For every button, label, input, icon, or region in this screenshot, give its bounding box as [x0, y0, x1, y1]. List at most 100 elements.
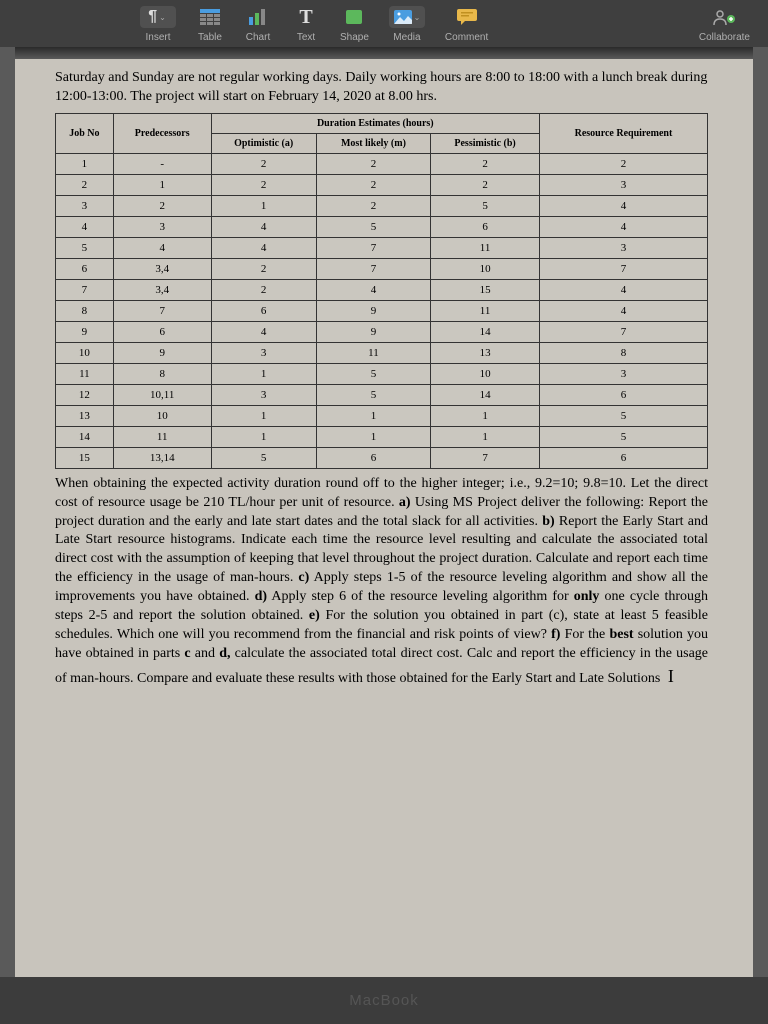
table-cell: 15 — [431, 279, 540, 300]
table-cell: 6 — [316, 447, 431, 468]
table-cell: 11 — [56, 363, 114, 384]
table-cell: 4 — [211, 237, 316, 258]
text-cursor: I — [668, 664, 674, 688]
table-cell: 11 — [431, 237, 540, 258]
table-row: 9649147 — [56, 321, 708, 342]
table-cell: 13 — [56, 405, 114, 426]
table-cell: 3 — [539, 174, 707, 195]
table-cell: 1 — [211, 426, 316, 447]
table-cell: 5 — [539, 405, 707, 426]
table-cell: 5 — [211, 447, 316, 468]
table-row: 1-2222 — [56, 153, 708, 174]
table-cell: 2 — [316, 174, 431, 195]
project-table: Job No Predecessors Duration Estimates (… — [55, 113, 708, 469]
comment-button[interactable]: Comment — [435, 6, 498, 43]
table-cell: 2 — [431, 174, 540, 195]
table-cell: 7 — [113, 300, 211, 321]
table-cell: 3 — [539, 237, 707, 258]
table-cell: 8 — [113, 363, 211, 384]
shape-button[interactable]: Shape — [330, 6, 379, 43]
table-cell: 1 — [431, 426, 540, 447]
table-cell: 1 — [211, 405, 316, 426]
th-res: Resource Requirement — [539, 113, 707, 153]
table-cell: 4 — [539, 279, 707, 300]
table-row: 13101115 — [56, 405, 708, 426]
table-cell: 7 — [316, 237, 431, 258]
table-row: 1513,145676 — [56, 447, 708, 468]
table-button[interactable]: Table — [186, 6, 234, 43]
media-button[interactable]: ⌄ Media — [379, 6, 435, 43]
table-row: 73,424154 — [56, 279, 708, 300]
table-cell: 1 — [56, 153, 114, 174]
table-cell: 2 — [56, 174, 114, 195]
table-row: 321254 — [56, 195, 708, 216]
toolbar-label: Media — [393, 32, 420, 43]
table-cell: 1 — [113, 174, 211, 195]
table-cell: 9 — [316, 321, 431, 342]
table-cell: 10,11 — [113, 384, 211, 405]
table-cell: 10 — [113, 405, 211, 426]
table-cell: 4 — [211, 321, 316, 342]
table-cell: 12 — [56, 384, 114, 405]
collaborate-button[interactable]: Collaborate — [691, 8, 758, 43]
chart-icon — [244, 6, 272, 28]
th-opt: Optimistic (a) — [211, 133, 316, 153]
th-pred: Predecessors — [113, 113, 211, 153]
table-cell: 3 — [211, 384, 316, 405]
table-cell: 5 — [539, 426, 707, 447]
table-cell: 8 — [539, 342, 707, 363]
table-cell: 2 — [539, 153, 707, 174]
table-cell: 7 — [56, 279, 114, 300]
toolbar-label: Comment — [445, 32, 488, 43]
table-row: 11815103 — [56, 363, 708, 384]
shadow — [15, 47, 753, 59]
toolbar-label: Text — [297, 32, 315, 43]
table-cell: 4 — [539, 216, 707, 237]
table-cell: 7 — [539, 258, 707, 279]
toolbar-left: ¶⌄ Insert Table Chart T Text Sha — [130, 6, 498, 43]
document-area: Saturday and Sunday are not regular work… — [15, 59, 753, 999]
chart-button[interactable]: Chart — [234, 6, 282, 43]
toolbar-label: Table — [198, 32, 222, 43]
table-cell: 6 — [56, 258, 114, 279]
table-cell: 9 — [56, 321, 114, 342]
insert-button[interactable]: ¶⌄ Insert — [130, 6, 186, 43]
table-cell: 11 — [113, 426, 211, 447]
pilcrow-icon: ¶⌄ — [140, 6, 176, 28]
table-cell: 4 — [211, 216, 316, 237]
toolbar: ¶⌄ Insert Table Chart T Text Sha — [0, 0, 768, 47]
table-cell: 7 — [539, 321, 707, 342]
th-most: Most likely (m) — [316, 133, 431, 153]
table-cell: 3,4 — [113, 258, 211, 279]
table-cell: 5 — [316, 363, 431, 384]
table-cell: 4 — [316, 279, 431, 300]
table-cell: 6 — [431, 216, 540, 237]
table-cell: 2 — [316, 195, 431, 216]
table-cell: 8 — [56, 300, 114, 321]
table-cell: 5 — [431, 195, 540, 216]
th-pess: Pessimistic (b) — [431, 133, 540, 153]
table-cell: 9 — [316, 300, 431, 321]
table-cell: 7 — [316, 258, 431, 279]
table-cell: 2 — [316, 153, 431, 174]
table-icon — [196, 6, 224, 28]
table-cell: 2 — [431, 153, 540, 174]
body-text: When obtaining the expected activity dur… — [55, 475, 708, 689]
table-cell: 6 — [539, 384, 707, 405]
table-cell: 1 — [211, 195, 316, 216]
table-cell: 2 — [113, 195, 211, 216]
th-job: Job No — [56, 113, 114, 153]
table-cell: 11 — [431, 300, 540, 321]
table-cell: - — [113, 153, 211, 174]
text-button[interactable]: T Text — [282, 6, 330, 43]
table-cell: 4 — [539, 195, 707, 216]
table-cell: 10 — [431, 363, 540, 384]
table-cell: 5 — [316, 216, 431, 237]
table-cell: 5 — [316, 384, 431, 405]
table-cell: 2 — [211, 258, 316, 279]
table-cell: 6 — [539, 447, 707, 468]
th-dur: Duration Estimates (hours) — [211, 113, 539, 133]
table-cell: 14 — [431, 321, 540, 342]
table-cell: 7 — [431, 447, 540, 468]
table-cell: 1 — [431, 405, 540, 426]
